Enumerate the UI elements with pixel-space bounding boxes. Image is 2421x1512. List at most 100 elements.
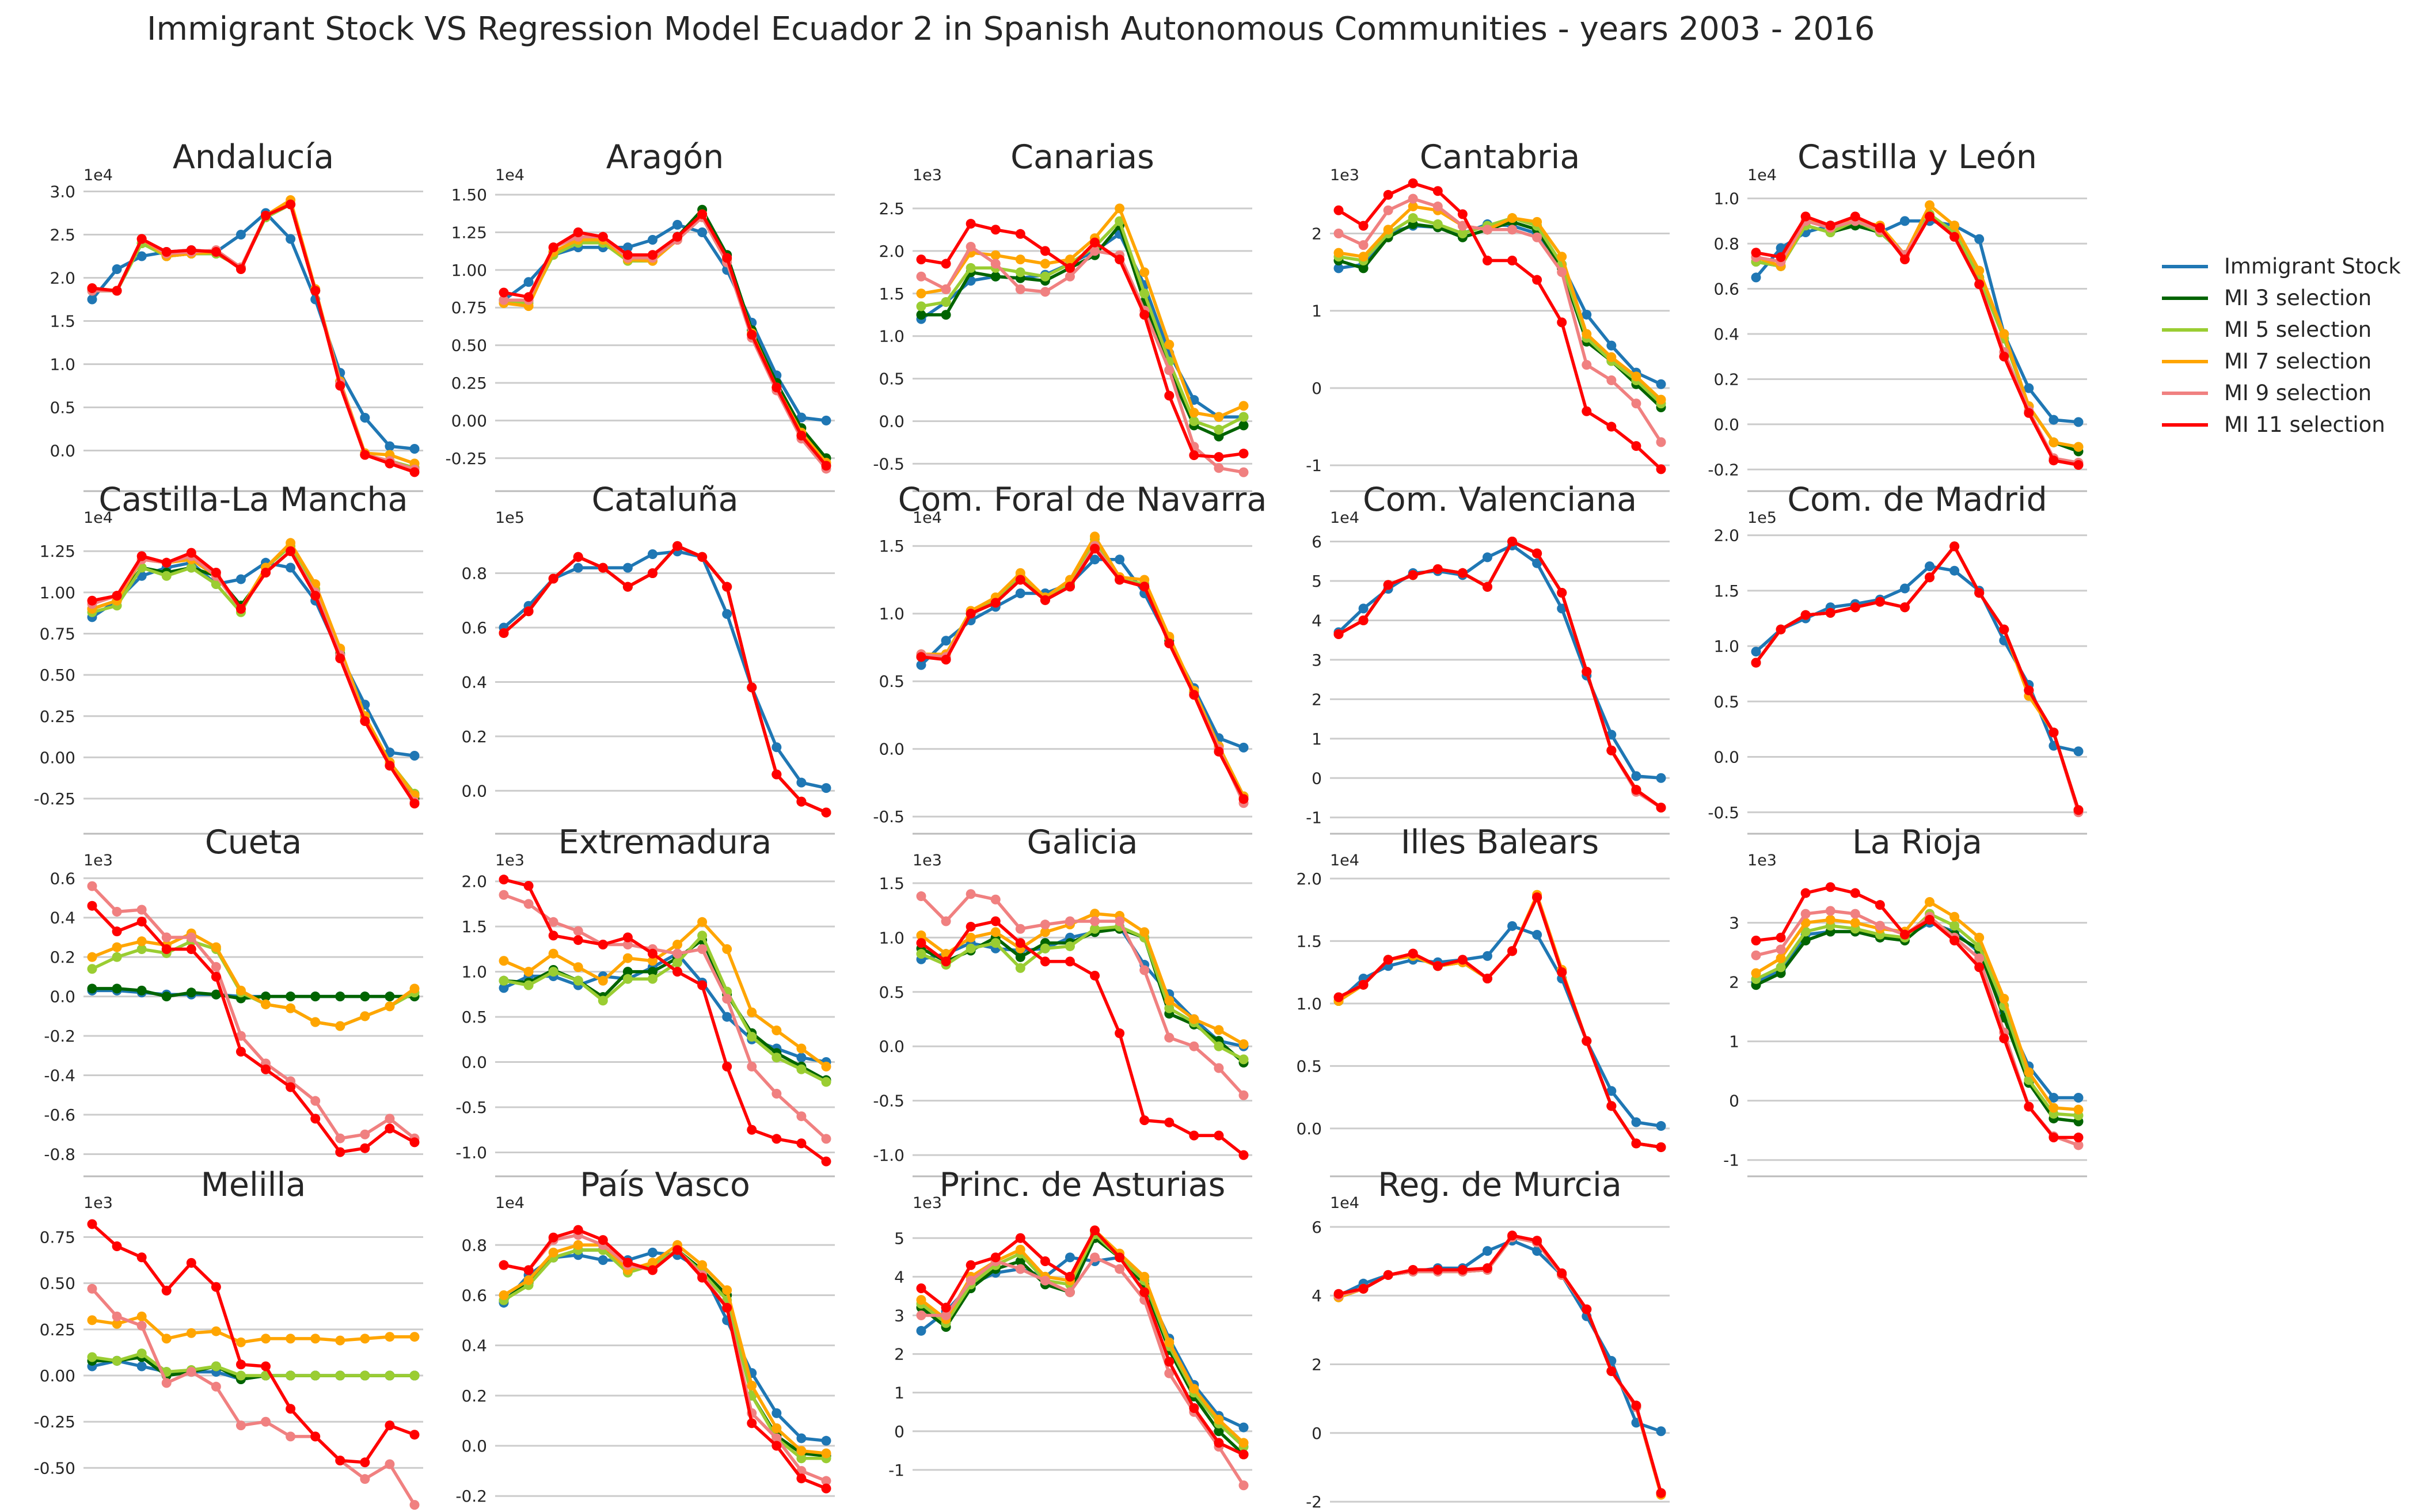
data-point	[499, 1290, 509, 1300]
y-tick-label: 0.0	[1296, 1119, 1322, 1138]
data-point	[409, 751, 420, 761]
data-point	[1776, 624, 1786, 635]
legend-item-mi-9: MI 9 selection	[2162, 377, 2401, 409]
data-point	[1090, 1225, 1100, 1236]
data-point	[1776, 932, 1786, 943]
data-point	[1015, 1256, 1025, 1267]
data-point	[360, 1011, 370, 1021]
data-point	[1532, 216, 1542, 227]
data-point	[1090, 544, 1100, 554]
data-point	[1899, 583, 1910, 594]
data-point	[1164, 1337, 1175, 1347]
data-point	[1751, 647, 1761, 657]
data-point	[136, 917, 147, 927]
data-point	[1800, 909, 1811, 919]
y-tick-label: 3.0	[50, 183, 75, 202]
data-point	[598, 940, 608, 950]
data-point	[672, 1245, 683, 1255]
data-point	[771, 1433, 782, 1443]
data-point	[1875, 223, 1885, 233]
data-point	[747, 1032, 757, 1042]
data-point	[747, 682, 757, 693]
data-point	[1432, 219, 1443, 229]
data-point	[672, 967, 683, 977]
data-point	[622, 940, 633, 950]
data-point	[990, 916, 1001, 926]
data-point	[235, 1046, 246, 1057]
data-point	[697, 1272, 708, 1283]
data-point	[1925, 572, 1935, 583]
data-point	[916, 652, 926, 662]
data-point	[87, 294, 97, 305]
data-point	[990, 598, 1001, 608]
legend-swatch	[2162, 296, 2208, 300]
data-point	[1214, 431, 1224, 442]
data-point	[548, 917, 558, 927]
data-point	[1214, 1041, 1224, 1051]
data-point	[409, 1500, 420, 1510]
data-point	[1214, 452, 1224, 462]
y-tick-label: 1.5	[461, 917, 487, 936]
data-point	[1238, 449, 1249, 459]
data-point	[1238, 467, 1249, 477]
data-point	[771, 1408, 782, 1418]
data-point	[1115, 1264, 1125, 1274]
y-tick-label: -0.25	[34, 1412, 75, 1431]
data-point	[161, 991, 172, 1002]
data-point	[966, 943, 976, 953]
data-point	[161, 571, 172, 581]
data-point	[186, 944, 196, 954]
data-point	[647, 1247, 657, 1258]
data-point	[622, 242, 633, 253]
data-point	[136, 234, 147, 244]
y-tick-label: 0.5	[1713, 692, 1739, 711]
data-point	[523, 967, 534, 977]
y-tick-label: 1.5	[879, 874, 904, 893]
data-point	[1189, 1130, 1199, 1141]
y-tick-label: 0.50	[40, 666, 75, 685]
panel: 0.75 0.50 0.25 0.00 -0.25 -0.50 1e3 Melilla	[34, 1166, 423, 1510]
data-point	[335, 1133, 345, 1144]
axis-exponent-label: 1e4	[913, 509, 942, 527]
data-point	[335, 1335, 345, 1346]
data-point	[286, 1003, 296, 1013]
data-point	[385, 1123, 395, 1134]
data-point	[112, 286, 122, 296]
data-point	[672, 219, 683, 230]
data-point	[821, 1077, 831, 1087]
y-tick-label: -0.5	[873, 1092, 904, 1111]
data-point	[1557, 603, 1567, 614]
data-point	[2024, 408, 2034, 418]
y-tick-label: 0.25	[40, 707, 75, 726]
data-point	[1040, 956, 1050, 967]
legend-item-mi-11: MI 11 selection	[2162, 409, 2401, 440]
data-point	[1015, 229, 1025, 239]
legend-item-mi-7: MI 7 selection	[2162, 345, 2401, 377]
data-point	[796, 1446, 807, 1456]
data-point	[1825, 906, 1835, 916]
legend-item-mi-5: MI 5 selection	[2162, 314, 2401, 345]
data-point	[1238, 1449, 1249, 1460]
axis-exponent-label: 1e3	[1747, 852, 1777, 869]
y-tick-label: 0.8	[461, 1236, 487, 1255]
data-point	[161, 1334, 172, 1344]
y-tick-label: 1	[1312, 730, 1322, 749]
data-point	[821, 807, 831, 818]
data-point	[1015, 1264, 1025, 1274]
y-tick-label: 0.0	[461, 1437, 487, 1456]
data-point	[697, 980, 708, 990]
data-point	[821, 1156, 831, 1167]
data-point	[1974, 234, 1985, 244]
data-point	[916, 1325, 926, 1336]
legend-swatch	[2162, 423, 2208, 427]
panel: 2.0 1.5 1.0 0.5 0.0 -0.5 1e5 Com. de Madrid	[1708, 481, 2087, 835]
data-point	[1408, 213, 1418, 223]
data-point	[2048, 437, 2059, 447]
panel: 2 1 0 -1 1e3 Cantabria	[1306, 138, 1670, 492]
data-point	[1139, 267, 1150, 278]
data-point	[573, 563, 583, 573]
data-point	[598, 563, 608, 573]
data-point	[1164, 996, 1175, 1006]
panel-title: Castilla y León	[1797, 138, 2037, 176]
data-point	[1189, 408, 1199, 418]
